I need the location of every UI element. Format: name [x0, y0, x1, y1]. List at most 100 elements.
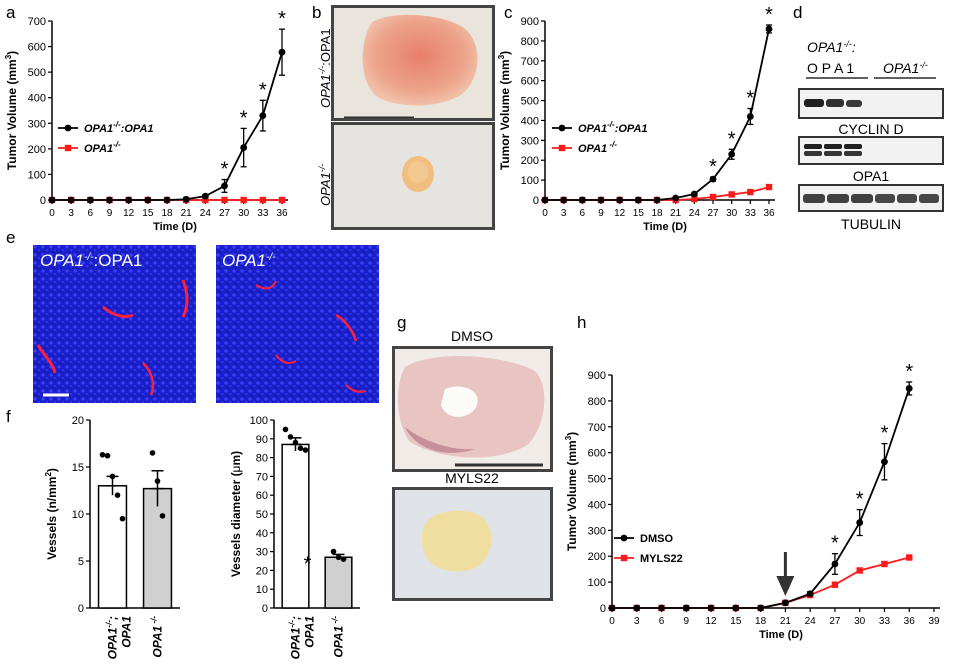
series-line-a — [612, 388, 911, 609]
panel-d-header-line1: OPA1-/-: — [807, 39, 856, 55]
significance-star: * — [831, 533, 839, 555]
y-tick-label: 500 — [521, 96, 539, 108]
x-tick-label: 6 — [580, 208, 586, 219]
legend-entry-label-part: -/- — [607, 140, 617, 149]
x-tick-label: 39 — [928, 616, 940, 627]
ylabel-main: Vessels (n/mm — [45, 477, 59, 560]
chart-f2-ylabel: Vessels diameter (μm) — [229, 451, 243, 577]
y-tick-label: 30 — [256, 547, 268, 559]
y-tick-label: 80 — [256, 453, 268, 465]
y-tick-label: 300 — [588, 525, 606, 537]
data-point — [856, 519, 864, 526]
data-point — [709, 193, 717, 201]
chart-h-xlabel: Time (D) — [759, 629, 803, 641]
data-point — [634, 196, 642, 204]
data-point — [707, 604, 715, 612]
y-tick-label: 700 — [588, 422, 606, 434]
blot-label-opa1: OPA1 — [853, 168, 890, 184]
chart-a-xlabel: Time (D) — [153, 221, 197, 233]
x-tick-label: 30 — [238, 208, 250, 219]
y-tick-label: 5 — [78, 556, 84, 568]
legend-entry-label-part: -/- — [607, 120, 615, 129]
ylabel-main: Vessels diameter ( — [229, 472, 243, 577]
legend-entry-label-part: MYLS22 — [640, 553, 683, 565]
y-tick-label: 0 — [78, 603, 84, 615]
ylabel-end: m) — [229, 451, 243, 466]
x-tick-label: 27 — [707, 208, 719, 219]
legend-swatch-marker — [64, 144, 72, 152]
panel-b-top-label: OPA1-/-:OPA1 — [317, 28, 333, 108]
significance-star: * — [905, 361, 913, 383]
ylabel-end: ) — [5, 51, 19, 55]
replicate-point — [104, 452, 111, 459]
data-point — [240, 196, 247, 204]
y-tick-label: 50 — [256, 509, 268, 521]
legend-entry-label-part: OPA1 — [578, 143, 607, 155]
data-point — [616, 196, 624, 204]
data-point — [125, 196, 133, 204]
category-label-part: OPA1 — [289, 627, 303, 659]
panel-letter-e: e — [6, 228, 15, 247]
legend-entry-label-part: -/- — [113, 140, 121, 149]
legend-entry-label: OPA1-/- — [84, 140, 121, 155]
significance-star: * — [856, 489, 864, 511]
panel-e-left-label: OPA1-/-:OPA1 — [40, 251, 142, 270]
replicate-point — [154, 478, 161, 484]
significance-star: * — [221, 159, 229, 181]
y-tick-label: 600 — [588, 448, 606, 460]
y-tick-label: 200 — [28, 144, 46, 156]
x-tick-label: 33 — [745, 208, 757, 219]
ylabel-end: ) — [565, 432, 579, 436]
significance-star: * — [746, 88, 754, 110]
tumor-photo-opa1-knockout — [331, 122, 495, 230]
tumor-photo-dmso-drawing — [397, 355, 545, 467]
category-label: OPA1 -/- — [150, 616, 165, 658]
y-tick-label: 800 — [588, 396, 606, 408]
y-tick-label: 100 — [521, 175, 539, 187]
panel-letter-h: h — [577, 313, 586, 332]
y-tick-label: 400 — [588, 499, 606, 511]
replicate-point — [109, 473, 116, 480]
data-point — [67, 196, 75, 204]
y-tick-label: 100 — [588, 577, 606, 589]
legend-entry-label-part: DMSO — [640, 533, 673, 545]
y-tick-label: 200 — [588, 551, 606, 563]
x-tick-label: 12 — [614, 208, 626, 219]
data-point — [240, 144, 248, 151]
x-tick-label: 6 — [659, 616, 665, 627]
legend-entry-label-part: OPA1 — [578, 123, 607, 135]
significance-star: * — [881, 423, 889, 445]
tumor-photo-dmso — [392, 346, 553, 472]
x-tick-label: 30 — [854, 616, 866, 627]
x-tick-label: 15 — [142, 208, 154, 219]
replicate-point — [330, 548, 337, 555]
data-point — [578, 196, 586, 204]
legend-entry-label: OPA1 -/- — [578, 140, 617, 155]
significance-star: * — [765, 4, 773, 26]
legend-entry-label-part: -/- — [113, 120, 121, 129]
western-blot-opa1-bands — [804, 144, 862, 156]
y-tick-label: 700 — [28, 16, 46, 28]
x-tick-label: 24 — [200, 208, 212, 219]
chart-h-ylabel: Tumor Volume (mm3) — [564, 432, 579, 551]
data-point — [672, 194, 680, 202]
legend-swatch-marker — [558, 124, 566, 132]
micrograph-opa1-rescue — [33, 245, 196, 403]
x-tick-label: 30 — [726, 208, 738, 219]
replicate-point — [282, 426, 289, 433]
chart-a-ylabel: Tumor Volume (mm3) — [4, 51, 19, 170]
data-point — [728, 191, 735, 198]
category-label-part: ; — [106, 616, 120, 620]
x-tick-label: 0 — [609, 616, 615, 627]
panel-letter-f: f — [6, 407, 11, 426]
x-tick-label: 3 — [68, 208, 74, 219]
western-blot-tubulin-bands — [803, 194, 939, 203]
category-label-part: OPA1 — [151, 625, 165, 657]
panel-letter-a: a — [6, 3, 16, 22]
data-point — [746, 113, 754, 120]
blot-label-tubulin: TUBULIN — [841, 216, 901, 232]
x-tick-label: 36 — [763, 208, 775, 219]
series-line-a — [545, 28, 770, 201]
series-line-b — [612, 556, 910, 609]
